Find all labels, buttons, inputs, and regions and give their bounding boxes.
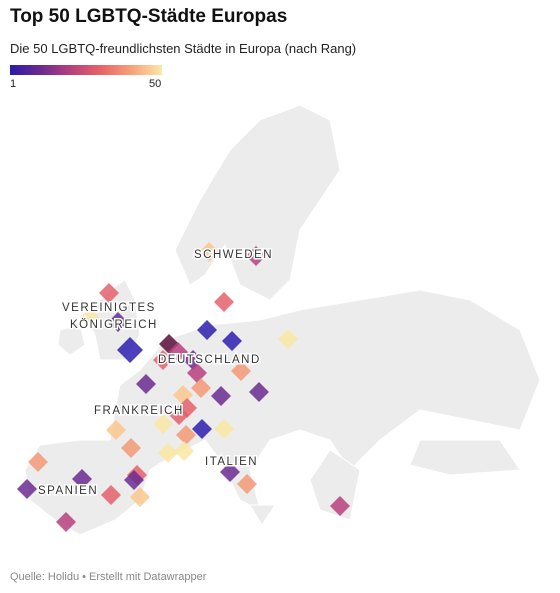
country-label: SCHWEDEN — [194, 249, 273, 261]
city-marker — [106, 420, 126, 440]
country-label: VEREINIGTES — [62, 302, 156, 314]
legend-gradient — [10, 65, 162, 75]
city-marker — [99, 283, 119, 303]
city-marker — [192, 419, 212, 439]
city-marker — [214, 419, 234, 439]
subtitle: Die 50 LGBTQ-freundlichsten Städte in Eu… — [10, 41, 357, 56]
city-marker — [246, 246, 266, 266]
city-marker — [101, 485, 121, 505]
city-marker — [214, 292, 234, 312]
city-marker — [117, 337, 143, 363]
country-label: KÖNIGREICH — [70, 319, 158, 331]
city-marker — [231, 361, 251, 381]
city-marker — [121, 438, 141, 458]
city-marker — [168, 342, 188, 362]
country-label: DEUTSCHLAND — [158, 354, 261, 366]
city-marker — [330, 496, 350, 516]
city-marker — [197, 320, 217, 340]
country-label: FRANKREICH — [94, 405, 184, 417]
city-marker — [108, 312, 128, 332]
city-marker — [136, 374, 156, 394]
country-label: ITALIEN — [205, 456, 258, 468]
city-marker — [220, 462, 240, 482]
city-marker — [153, 350, 173, 370]
city-marker — [249, 382, 269, 402]
legend-min: 1 — [10, 78, 17, 90]
legend-max: 50 — [149, 78, 162, 90]
city-marker — [80, 308, 100, 328]
city-marker — [72, 469, 92, 489]
city-marker — [124, 470, 144, 490]
city-markers — [17, 242, 350, 532]
city-marker — [187, 363, 207, 383]
city-marker — [56, 512, 76, 532]
source: Quelle: Holidu • Erstellt mit Datawrappe… — [10, 571, 207, 583]
city-marker — [169, 405, 189, 425]
city-marker — [153, 414, 173, 434]
city-marker — [211, 386, 231, 406]
city-marker — [174, 441, 194, 461]
title: Top 50 LGBTQ-Städte Europas — [10, 6, 288, 27]
city-marker — [130, 487, 150, 507]
city-marker — [28, 452, 48, 472]
country-label: SPANIEN — [38, 485, 98, 497]
city-marker — [158, 443, 178, 463]
city-marker — [17, 479, 37, 499]
city-marker — [278, 329, 298, 349]
city-marker — [191, 378, 211, 398]
city-marker — [237, 474, 257, 494]
city-marker — [222, 331, 242, 351]
city-marker — [176, 425, 196, 445]
city-marker — [199, 242, 219, 262]
